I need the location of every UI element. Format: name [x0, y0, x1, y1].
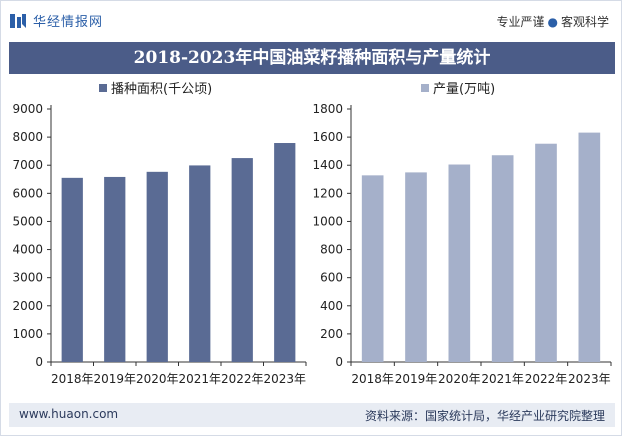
area-x-tick-label: 2020年	[136, 372, 179, 386]
footer-source: 资料来源：国家统计局，华经产业研究院整理	[364, 409, 605, 423]
output-y-tick-label: 800	[320, 243, 343, 257]
area-y-tick-label: 7000	[12, 158, 43, 172]
tagline-dot-icon: ●	[547, 15, 558, 29]
area-bar	[231, 158, 253, 362]
area-x-tick-label: 2019年	[93, 372, 136, 386]
area-bar	[104, 176, 126, 362]
footer-bar: www.huaon.com 资料来源：国家统计局，华经产业研究院整理	[9, 403, 615, 427]
chart-title: 2018-2023年中国油菜籽播种面积与产量统计	[9, 42, 615, 74]
area-y-tick-label: 2000	[12, 299, 43, 313]
area-y-tick-label: 9000	[12, 102, 43, 116]
tagline-left: 专业严谨	[496, 15, 545, 29]
output-y-tick-label: 1000	[312, 214, 343, 228]
output-y-tick-label: 0	[335, 355, 343, 369]
tagline: 专业严谨 ● 客观科学	[496, 13, 609, 30]
area-x-tick-label: 2023年	[263, 372, 306, 386]
area-x-tick-label: 2018年	[51, 372, 94, 386]
brand-logo[interactable]: 华经情报网	[9, 11, 103, 30]
charts-area: 播种面积(千公顷) 0 1000 2000 3000 4000 5000 6000 7000 80…	[1, 77, 622, 397]
output-bar	[448, 164, 471, 362]
tagline-right: 客观科学	[560, 15, 609, 29]
area-x-tick-label: 2022年	[221, 372, 264, 386]
output-y-tick-label: 1200	[312, 186, 343, 200]
area-bar	[189, 165, 211, 362]
area-bar	[274, 143, 296, 362]
output-x-tick-label: 2022年	[525, 372, 568, 386]
footer-url[interactable]: www.huaon.com	[19, 407, 119, 421]
area-legend-label: 播种面积(千公顷)	[111, 82, 212, 97]
output-x-tick-label: 2018年	[351, 372, 394, 386]
area-y-tick-label: 6000	[12, 186, 43, 200]
output-y-tick-label: 1600	[312, 130, 343, 144]
area-y-tick-label: 0	[35, 355, 43, 369]
top-bar: 华经情报网 专业严谨 ● 客观科学	[9, 10, 609, 34]
output-y-tick-label: 1800	[312, 102, 343, 116]
output-legend-label: 产量(万吨)	[433, 82, 495, 97]
output-legend-swatch	[421, 84, 429, 92]
logo-icon	[10, 13, 26, 28]
area-y-tick-label: 5000	[12, 214, 43, 228]
area-y-tick-label: 4000	[12, 243, 43, 257]
output-y-tick-label: 400	[320, 299, 343, 313]
output-x-tick-label: 2020年	[438, 372, 481, 386]
logo-text: 华经情报网	[33, 15, 104, 30]
area-y-tick-label: 3000	[12, 271, 43, 285]
area-y-tick-label: 8000	[12, 130, 43, 144]
area-bar	[146, 171, 168, 362]
output-x-tick-label: 2023年	[568, 372, 611, 386]
output-bar	[535, 143, 557, 362]
output-bar	[578, 132, 601, 362]
output-x-tick-label: 2021年	[481, 372, 524, 386]
charts-svg: 播种面积(千公顷)0100020003000400050006000700080…	[12, 82, 612, 386]
area-y-tick-label: 1000	[12, 327, 43, 341]
output-y-tick-label: 1400	[312, 158, 343, 172]
output-x-tick-label: 2019年	[395, 372, 438, 386]
output-y-tick-label: 600	[320, 271, 343, 285]
output-bar	[361, 175, 384, 362]
output-bar	[405, 172, 427, 362]
area-bar	[61, 177, 83, 362]
output-y-tick-label: 200	[320, 327, 343, 341]
area-legend-swatch	[99, 84, 107, 92]
area-x-tick-label: 2021年	[178, 372, 221, 386]
output-bar	[491, 155, 514, 362]
